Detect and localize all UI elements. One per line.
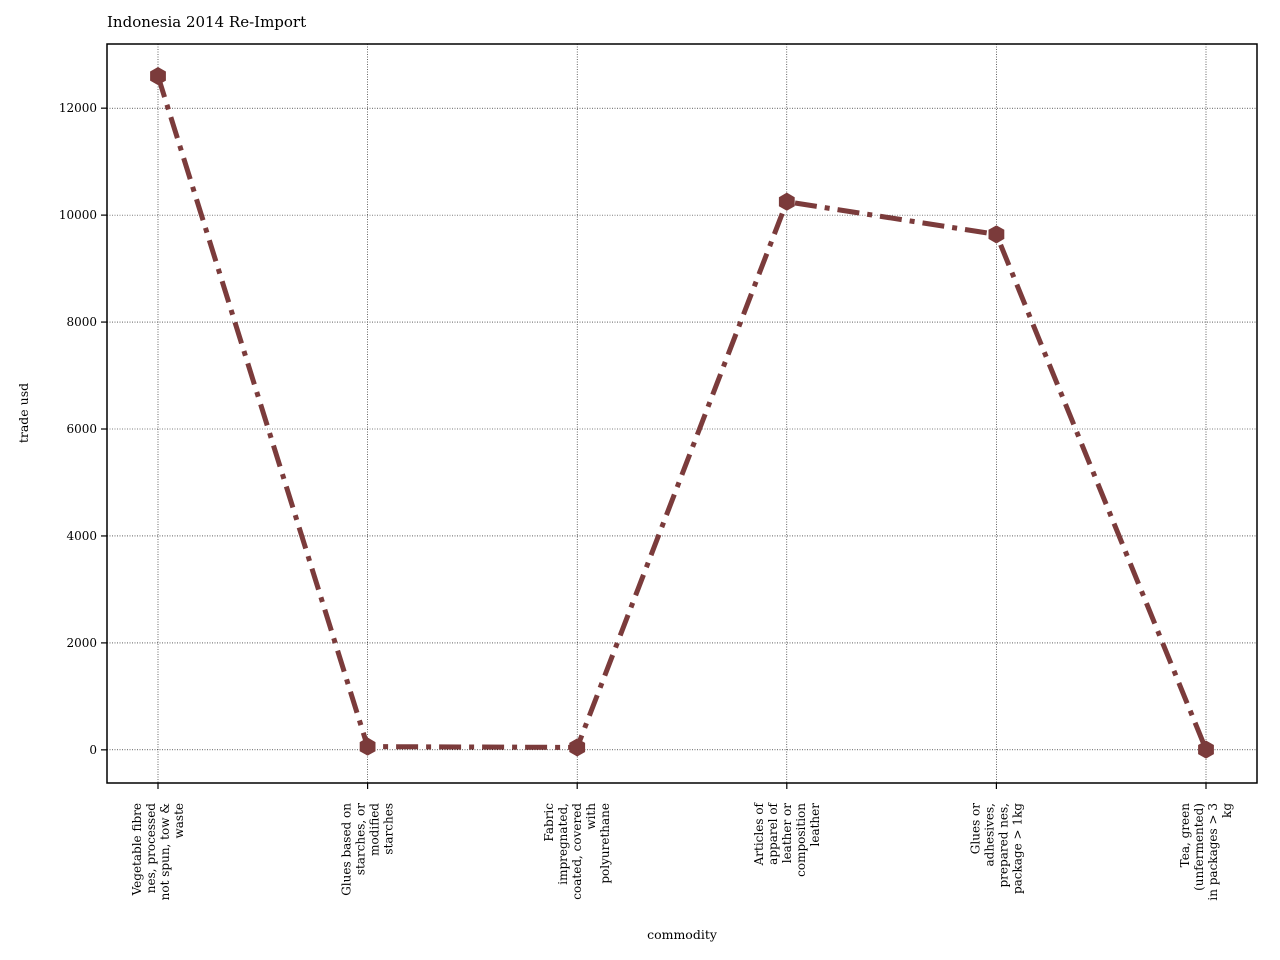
x-tick-label-line: impregnated, — [556, 803, 570, 885]
data-point — [359, 737, 376, 756]
y-tick-label: 0 — [89, 743, 97, 757]
data-point — [569, 738, 586, 757]
y-tick-label: 4000 — [66, 529, 97, 543]
x-axis-label: commodity — [647, 927, 718, 942]
chart-title: Indonesia 2014 Re-Import — [107, 13, 306, 31]
x-tick-label-line: starches — [382, 803, 396, 855]
y-tick-label: 12000 — [59, 101, 97, 115]
x-tick-label-line: leather — [808, 803, 822, 847]
x-tick-label-line: apparel of — [766, 801, 780, 864]
y-tick-label: 10000 — [59, 208, 97, 222]
x-tick-label-line: Vegetable fibre — [130, 803, 144, 896]
x-tick-label-line: Fabric — [542, 803, 556, 842]
x-tick-label-line: kg — [1220, 803, 1234, 818]
x-tick-label-line: Tea, green — [1178, 803, 1192, 868]
x-tick-label-line: (unfermented) — [1192, 803, 1206, 891]
x-tick-label: Articles of apparel of leather or compositi… — [752, 801, 822, 876]
x-axis-ticks: Vegetable fibre nes, processed not spun, t… — [130, 783, 1234, 901]
x-tick-label: Vegetable fibre nes, processed not spun, t… — [130, 803, 186, 901]
x-tick-label: Tea, green (unfermented) in packages > 3 kg — [1178, 803, 1234, 901]
series-line — [155, 75, 1209, 751]
y-axis-label: trade usd — [16, 383, 31, 443]
x-tick-label-line: coated, covered — [570, 803, 584, 900]
x-tick-label: Glues or adhesives, prepared nes, package >… — [968, 803, 1024, 894]
x-tick-label-line: Glues based on — [340, 803, 354, 896]
x-tick-label-line: composition — [794, 803, 808, 877]
x-tick-label-line: modified — [368, 803, 382, 856]
x-tick-label-line: in packages > 3 — [1206, 803, 1220, 901]
x-tick-label-line: waste — [172, 803, 186, 839]
x-tick-label: Glues based on starches, or modified starch… — [340, 803, 396, 896]
data-point — [150, 67, 166, 86]
grid — [107, 44, 1257, 783]
x-tick-label-line: nes, processed — [144, 803, 158, 894]
x-tick-label-line: adhesives, — [982, 803, 996, 867]
x-tick-label-line: prepared nes, — [996, 803, 1010, 888]
x-tick-label-line: Glues or — [968, 803, 982, 854]
data-point — [988, 225, 1005, 244]
x-tick-label-line: not spun, tow & — [158, 803, 172, 901]
x-tick-label-line: with — [584, 803, 598, 830]
data-point — [1198, 740, 1214, 759]
x-tick-label-line: leather or — [780, 803, 794, 864]
x-tick-label-line: Articles of — [752, 801, 766, 866]
y-tick-label: 6000 — [66, 422, 97, 436]
x-tick-label: Fabric impregnated, coated, covered with pol… — [542, 803, 612, 900]
y-axis-ticks: 0 2000 4000 6000 8000 10000 12000 — [59, 101, 107, 757]
plot-frame — [106, 43, 1258, 784]
x-tick-label-line: polyurethane — [598, 803, 612, 884]
data-point — [778, 192, 795, 211]
y-tick-label: 8000 — [66, 315, 97, 329]
series-trade-usd — [150, 67, 1214, 759]
x-tick-label-line: starches, or — [354, 803, 368, 875]
x-tick-label-line: package > 1kg — [1010, 803, 1024, 894]
y-tick-label: 2000 — [66, 636, 97, 650]
